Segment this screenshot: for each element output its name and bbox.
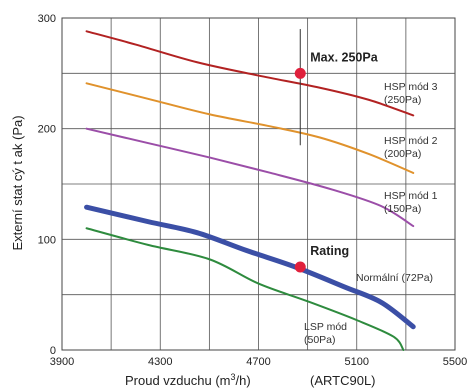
series-label-lsp: (50Pa) [304, 334, 336, 346]
marker-point [294, 261, 306, 273]
series-label-hsp1: (150Pa) [384, 203, 421, 215]
series-label-hsp1: HSP mód 1 [384, 190, 438, 202]
model-label: (ARTC90L) [310, 373, 376, 388]
marker-label: Rating [310, 244, 349, 258]
series-label-hsp2: (200Pa) [384, 148, 421, 160]
tick-layer: 3900 4300 4700 5100 5500 0 100 200 300 [38, 13, 468, 368]
x-axis-title: Proud vzduchu (m3/h) [125, 372, 251, 388]
marker-layer: Max. 250Pa Rating [294, 29, 379, 273]
y-axis-title: Externí stat cý t ak (Pa) [10, 115, 25, 250]
y-tick-label: 0 [50, 345, 56, 357]
series-line-normal [84, 204, 416, 330]
y-tick-label: 100 [38, 234, 56, 246]
y-tick-label: 200 [38, 124, 56, 136]
y-tick-label: 300 [38, 13, 56, 25]
series-line-hsp2 [85, 82, 415, 174]
grid-layer [61, 17, 456, 351]
series-label-hsp3: HSP mód 3 [384, 81, 438, 93]
x-axis-title-unit: /h) [236, 373, 251, 388]
series-line-lsp [85, 227, 405, 351]
x-tick-label: 3900 [50, 356, 74, 368]
x-tick-label: 5500 [443, 356, 467, 368]
series-line-hsp1 [85, 127, 415, 228]
x-tick-label: 4700 [246, 356, 270, 368]
x-tick-label: 5100 [345, 356, 369, 368]
marker-point [294, 67, 306, 79]
series-label-normal: Normální (72Pa) [356, 272, 433, 284]
x-axis-title-sup: 3 [231, 372, 236, 382]
series-line-hsp3 [85, 30, 415, 117]
marker-label: Max. 250Pa [310, 50, 378, 64]
x-axis-title-main: Proud vzduchu (m [125, 373, 231, 388]
series-label-hsp3: (250Pa) [384, 94, 421, 106]
series-layer: HSP mód 3(250Pa) HSP mód 2(200Pa) HSP mód … [84, 30, 438, 351]
series-label-lsp: LSP mód [304, 321, 347, 333]
x-tick-label: 4300 [148, 356, 172, 368]
series-label-hsp2: HSP mód 2 [384, 135, 438, 147]
